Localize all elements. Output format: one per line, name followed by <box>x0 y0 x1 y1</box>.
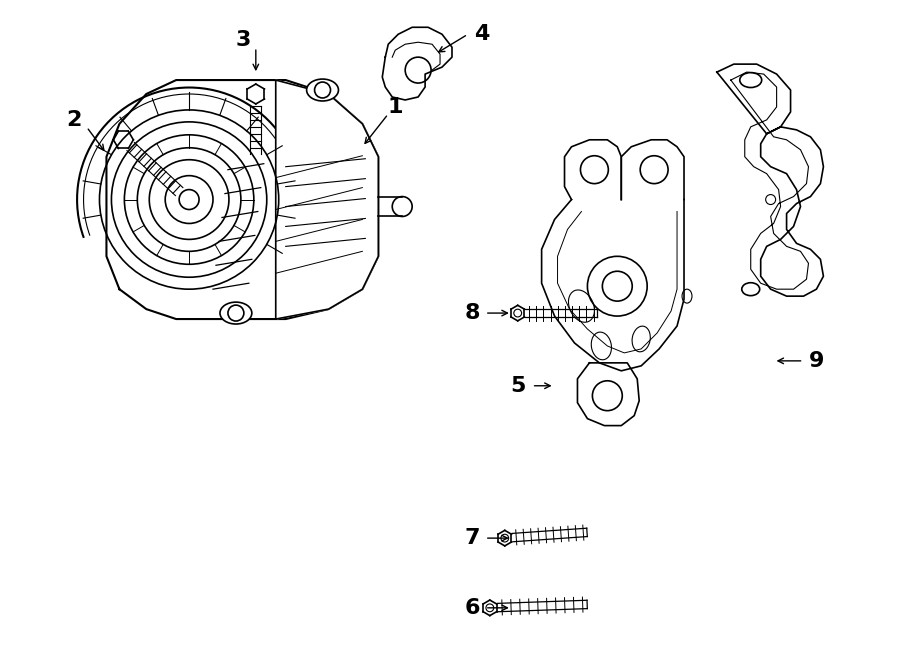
Text: 3: 3 <box>235 30 250 50</box>
Polygon shape <box>382 27 452 100</box>
Text: 2: 2 <box>66 110 81 130</box>
Text: 4: 4 <box>474 24 490 44</box>
Polygon shape <box>542 200 684 371</box>
Ellipse shape <box>220 302 252 324</box>
Text: 6: 6 <box>464 598 480 618</box>
Polygon shape <box>564 140 621 200</box>
Text: 7: 7 <box>464 528 480 548</box>
Polygon shape <box>275 80 378 319</box>
Text: 8: 8 <box>464 303 480 323</box>
Polygon shape <box>717 64 824 296</box>
Polygon shape <box>621 140 684 200</box>
Text: 5: 5 <box>510 375 526 396</box>
Polygon shape <box>106 80 378 319</box>
Polygon shape <box>578 363 639 426</box>
Text: 9: 9 <box>809 351 824 371</box>
Ellipse shape <box>307 79 338 101</box>
Text: 1: 1 <box>388 97 403 117</box>
